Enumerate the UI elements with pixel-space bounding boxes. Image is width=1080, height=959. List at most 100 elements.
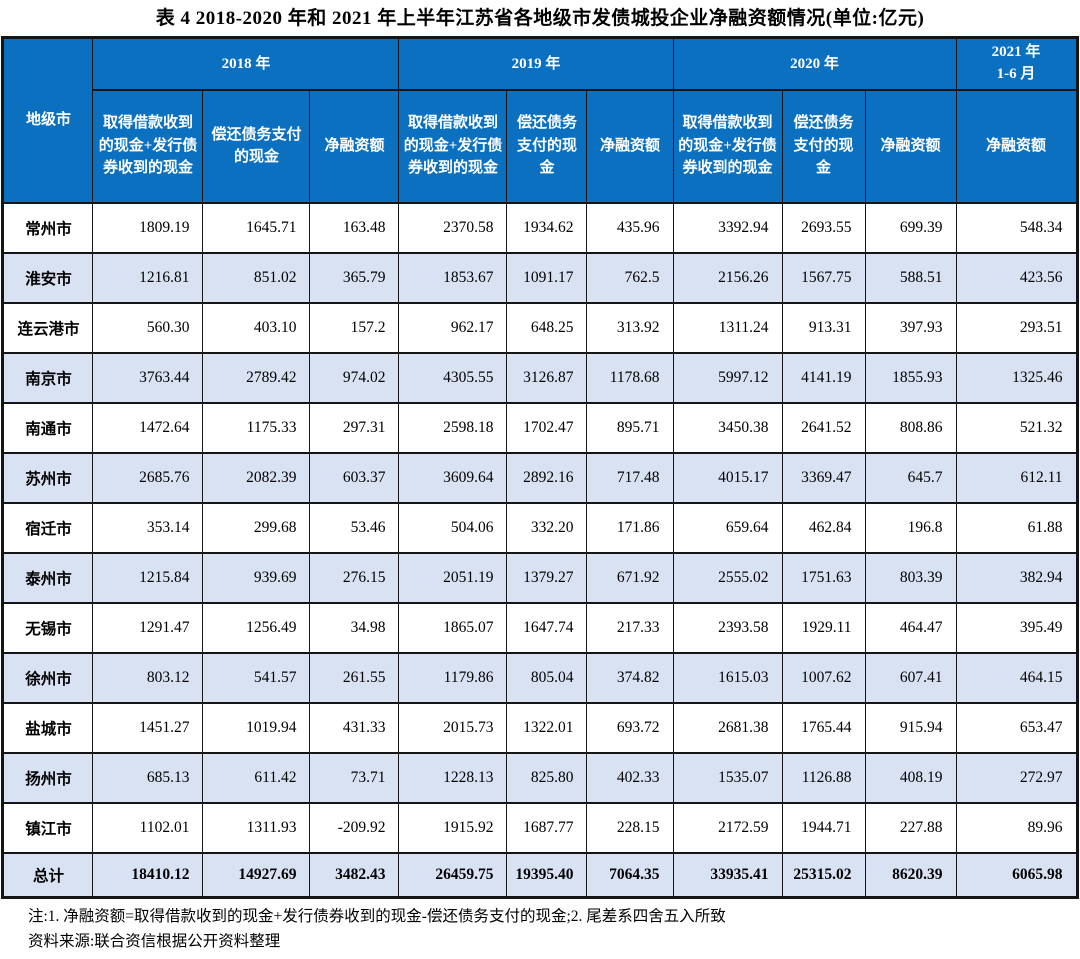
value-cell: 1535.07 bbox=[672, 751, 783, 804]
value-cell: 645.7 bbox=[864, 451, 957, 504]
value-cell: 26459.75 bbox=[398, 851, 508, 899]
table-note: 注:1. 净融资额=取得借款收到的现金+发行债券收到的现金-偿还债务支付的现金;… bbox=[28, 908, 726, 925]
city-row: 苏州市 2685.76 2082.39 603.37 3609.64 2892.16 717… bbox=[2, 451, 1078, 504]
value-cell: 1809.19 bbox=[92, 201, 204, 254]
value-cell: 163.48 bbox=[309, 201, 400, 254]
value-cell: 297.31 bbox=[309, 401, 400, 454]
value-cell: 2892.16 bbox=[506, 451, 588, 504]
value-cell: 3763.44 bbox=[92, 351, 204, 404]
col-group-2019: 2019 年 bbox=[398, 36, 674, 91]
value-cell: 1311.93 bbox=[202, 801, 311, 854]
city-row: 泰州市 1215.84 939.69 276.15 2051.19 1379.27 671.… bbox=[2, 551, 1078, 604]
value-cell: 423.56 bbox=[955, 251, 1078, 304]
city-cell: 苏州市 bbox=[2, 451, 94, 504]
value-cell: 395.49 bbox=[955, 601, 1078, 654]
value-cell: 353.14 bbox=[92, 501, 204, 554]
value-cell: 895.71 bbox=[586, 401, 674, 454]
value-cell: 1126.88 bbox=[781, 751, 866, 804]
table-source: 资料来源:联合资信根据公开资料整理 bbox=[28, 933, 281, 950]
value-cell: 1929.11 bbox=[781, 601, 866, 654]
subcol-2018-repay: 偿还债务支付的现金 bbox=[202, 88, 311, 204]
value-cell: 3392.94 bbox=[672, 201, 783, 254]
value-cell: 685.13 bbox=[92, 751, 204, 804]
city-cell: 徐州市 bbox=[2, 651, 94, 704]
financing-table: 地级市 2018 年 2019 年 2020 年 2021 年 1-6 月 取得… bbox=[1, 36, 1079, 899]
value-cell: 1007.62 bbox=[781, 651, 866, 704]
value-cell: 365.79 bbox=[309, 251, 400, 304]
value-cell: 261.55 bbox=[309, 651, 400, 704]
value-cell: 648.25 bbox=[506, 301, 588, 354]
value-cell: 157.2 bbox=[309, 301, 400, 354]
value-cell: 717.48 bbox=[586, 451, 674, 504]
value-cell: 403.10 bbox=[202, 301, 311, 354]
value-cell: 1765.44 bbox=[781, 701, 866, 754]
value-cell: 805.04 bbox=[506, 651, 588, 704]
subcol-2019-repay: 偿还债务支付的现金 bbox=[506, 88, 588, 204]
value-cell: 762.5 bbox=[586, 251, 674, 304]
city-row: 扬州市 685.13 611.42 73.71 1228.13 825.80 402.33 1… bbox=[2, 751, 1078, 804]
city-cell: 扬州市 bbox=[2, 751, 94, 804]
value-cell: 1645.71 bbox=[202, 201, 311, 254]
subcol-2018-loan: 取得借款收到的现金+发行债券收到的现金 bbox=[92, 88, 204, 204]
value-cell: 1091.17 bbox=[506, 251, 588, 304]
value-cell: 196.8 bbox=[864, 501, 957, 554]
city-cell: 泰州市 bbox=[2, 551, 94, 604]
value-cell: 3450.38 bbox=[672, 401, 783, 454]
value-cell: 228.15 bbox=[586, 801, 674, 854]
subcol-2019-net: 净融资额 bbox=[586, 88, 674, 204]
col-header-city: 地级市 bbox=[2, 36, 94, 204]
subcol-2018-net: 净融资额 bbox=[309, 88, 400, 204]
city-cell: 总计 bbox=[2, 851, 94, 899]
value-cell: 607.41 bbox=[864, 651, 957, 704]
value-cell: -209.92 bbox=[309, 801, 400, 854]
city-row: 南通市 1472.64 1175.33 297.31 2598.18 1702.47 895… bbox=[2, 401, 1078, 454]
value-cell: 299.68 bbox=[202, 501, 311, 554]
value-cell: 2370.58 bbox=[398, 201, 508, 254]
value-cell: 1256.49 bbox=[202, 601, 311, 654]
value-cell: 25315.02 bbox=[781, 851, 866, 899]
col-group-2021: 2021 年 1-6 月 bbox=[955, 36, 1078, 91]
header-row-measures: 取得借款收到的现金+发行债券收到的现金 偿还债务支付的现金 净融资额 取得借款收… bbox=[3, 88, 1078, 204]
value-cell: 18410.12 bbox=[92, 851, 204, 899]
value-cell: 171.86 bbox=[586, 501, 674, 554]
value-cell: 2681.38 bbox=[672, 701, 783, 754]
value-cell: 2641.52 bbox=[781, 401, 866, 454]
value-cell: 1853.67 bbox=[398, 251, 508, 304]
value-cell: 693.72 bbox=[586, 701, 674, 754]
value-cell: 34.98 bbox=[309, 601, 400, 654]
value-cell: 1019.94 bbox=[202, 701, 311, 754]
subcol-2019-loan: 取得借款收到的现金+发行债券收到的现金 bbox=[398, 88, 508, 204]
city-cell: 常州市 bbox=[2, 201, 94, 254]
value-cell: 1451.27 bbox=[92, 701, 204, 754]
value-cell: 612.11 bbox=[955, 451, 1078, 504]
value-cell: 19395.40 bbox=[506, 851, 588, 899]
value-cell: 808.86 bbox=[864, 401, 957, 454]
value-cell: 2598.18 bbox=[398, 401, 508, 454]
city-cell: 淮安市 bbox=[2, 251, 94, 304]
value-cell: 1855.93 bbox=[864, 351, 957, 404]
value-cell: 2555.02 bbox=[672, 551, 783, 604]
value-cell: 521.32 bbox=[955, 401, 1078, 454]
table-footnotes: 注:1. 净融资额=取得借款收到的现金+发行债券收到的现金-偿还债务支付的现金;… bbox=[28, 904, 1052, 954]
value-cell: 382.94 bbox=[955, 551, 1078, 604]
value-cell: 1216.81 bbox=[92, 251, 204, 304]
value-cell: 1944.71 bbox=[781, 801, 866, 854]
value-cell: 1228.13 bbox=[398, 751, 508, 804]
value-cell: 313.92 bbox=[586, 301, 674, 354]
subcol-2020-net: 净融资额 bbox=[864, 88, 957, 204]
city-row: 盐城市 1451.27 1019.94 431.33 2015.73 1322.01 693… bbox=[2, 701, 1078, 754]
value-cell: 2685.76 bbox=[92, 451, 204, 504]
city-cell: 南通市 bbox=[2, 401, 94, 454]
value-cell: 2789.42 bbox=[202, 351, 311, 404]
value-cell: 2172.59 bbox=[672, 801, 783, 854]
value-cell: 671.92 bbox=[586, 551, 674, 604]
city-cell: 南京市 bbox=[2, 351, 94, 404]
value-cell: 699.39 bbox=[864, 201, 957, 254]
value-cell: 803.39 bbox=[864, 551, 957, 604]
value-cell: 3482.43 bbox=[309, 851, 400, 899]
city-cell: 连云港市 bbox=[2, 301, 94, 354]
value-cell: 803.12 bbox=[92, 651, 204, 704]
value-cell: 7064.35 bbox=[586, 851, 674, 899]
subcol-2020-loan: 取得借款收到的现金+发行债券收到的现金 bbox=[672, 88, 783, 204]
